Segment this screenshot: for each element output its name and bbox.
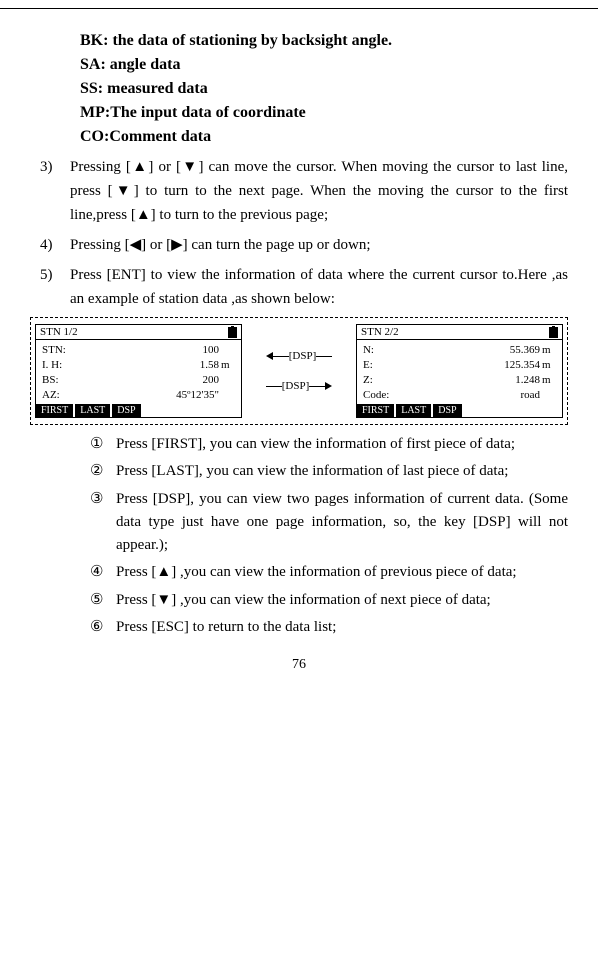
- row-value: 100: [87, 344, 219, 356]
- list-item-3: 3) Pressing [▲] or [▼] can move the curs…: [30, 155, 568, 227]
- dsp-arrows: [DSP] [DSP]: [266, 350, 333, 392]
- dsp-label: [DSP]: [282, 380, 310, 392]
- row-unit: [219, 344, 235, 356]
- sub-number: ⑤: [90, 589, 116, 612]
- list-item-4: 4) Pressing [◀] or [▶] can turn the page…: [30, 233, 568, 257]
- sub-text: Press [▲] ,you can view the information …: [116, 561, 568, 584]
- row-value: road: [408, 389, 540, 401]
- def-co: CO:Comment data: [80, 125, 568, 149]
- def-sa: SA: angle data: [80, 53, 568, 77]
- screen2-footer: FIRST LAST DSP: [357, 404, 562, 417]
- row-value: 45º12'35": [87, 389, 219, 401]
- row-unit: [540, 389, 556, 401]
- item-text: Press [ENT] to view the information of d…: [70, 263, 568, 311]
- battery-icon: [549, 327, 558, 338]
- sub-number: ③: [90, 488, 116, 558]
- row-label: E:: [363, 359, 408, 371]
- item-text: Pressing [◀] or [▶] can turn the page up…: [70, 233, 568, 257]
- screen2-title: STN 2/2: [361, 326, 399, 338]
- item-number: 4): [30, 233, 70, 257]
- sub-number: ②: [90, 460, 116, 483]
- last-button[interactable]: LAST: [75, 404, 110, 417]
- page-number: 76: [30, 657, 568, 673]
- row-label: Z:: [363, 374, 408, 386]
- row-label: STN:: [42, 344, 87, 356]
- screen2-titlebar: STN 2/2: [357, 325, 562, 340]
- battery-icon: [228, 327, 237, 338]
- screen1-footer: FIRST LAST DSP: [36, 404, 241, 417]
- row-label: Code:: [363, 389, 408, 401]
- screen-2: STN 2/2 N:55.369m E:125.354m Z:1.248m Co…: [356, 324, 563, 418]
- row-value: 125.354: [408, 359, 540, 371]
- sub-text: Press [FIRST], you can view the informat…: [116, 433, 568, 456]
- page-content: BK: the data of stationing by backsight …: [0, 8, 598, 683]
- first-button[interactable]: FIRST: [357, 404, 394, 417]
- row-value: 55.369: [408, 344, 540, 356]
- screen1-body: STN:100 I. H:1.58m BS:200 AZ:45º12'35": [36, 340, 241, 404]
- sub-number: ④: [90, 561, 116, 584]
- row-label: BS:: [42, 374, 87, 386]
- connector-line: [316, 356, 332, 357]
- connector-line: [266, 386, 282, 387]
- sub-text: Press [LAST], you can view the informati…: [116, 460, 568, 483]
- row-unit: [219, 374, 235, 386]
- row-label: AZ:: [42, 389, 87, 401]
- item-number: 5): [30, 263, 70, 311]
- row-unit: m: [219, 359, 235, 371]
- screen1-title: STN 1/2: [40, 326, 78, 338]
- sub-list: ①Press [FIRST], you can view the informa…: [90, 433, 568, 639]
- sub-text: Press [▼] ,you can view the information …: [116, 589, 568, 612]
- def-bk: BK: the data of stationing by backsight …: [80, 29, 568, 53]
- row-unit: m: [540, 374, 556, 386]
- list-item-5: 5) Press [ENT] to view the information o…: [30, 263, 568, 311]
- sub-number: ⑥: [90, 616, 116, 639]
- sub-text: Press [DSP], you can view two pages info…: [116, 488, 568, 558]
- sub-number: ①: [90, 433, 116, 456]
- last-button[interactable]: LAST: [396, 404, 431, 417]
- arrow-right-icon: [325, 382, 332, 390]
- definitions-block: BK: the data of stationing by backsight …: [80, 29, 568, 149]
- screens-diagram: STN 1/2 STN:100 I. H:1.58m BS:200 AZ:45º…: [30, 317, 568, 425]
- screen-1: STN 1/2 STN:100 I. H:1.58m BS:200 AZ:45º…: [35, 324, 242, 418]
- row-unit: m: [540, 344, 556, 356]
- screen1-titlebar: STN 1/2: [36, 325, 241, 340]
- row-label: I. H:: [42, 359, 87, 371]
- dsp-button[interactable]: DSP: [433, 404, 461, 417]
- row-unit: [219, 389, 235, 401]
- screen2-body: N:55.369m E:125.354m Z:1.248m Code:road: [357, 340, 562, 404]
- row-unit: m: [540, 359, 556, 371]
- dsp-label: [DSP]: [289, 350, 317, 362]
- row-value: 1.248: [408, 374, 540, 386]
- first-button[interactable]: FIRST: [36, 404, 73, 417]
- item-number: 3): [30, 155, 70, 227]
- def-mp: MP:The input data of coordinate: [80, 101, 568, 125]
- row-label: N:: [363, 344, 408, 356]
- arrow-left-icon: [266, 352, 273, 360]
- item-text: Pressing [▲] or [▼] can move the cursor.…: [70, 155, 568, 227]
- dsp-button[interactable]: DSP: [112, 404, 140, 417]
- row-value: 200: [87, 374, 219, 386]
- sub-text: Press [ESC] to return to the data list;: [116, 616, 568, 639]
- row-value: 1.58: [87, 359, 219, 371]
- def-ss: SS: measured data: [80, 77, 568, 101]
- connector-line: [273, 356, 289, 357]
- connector-line: [309, 386, 325, 387]
